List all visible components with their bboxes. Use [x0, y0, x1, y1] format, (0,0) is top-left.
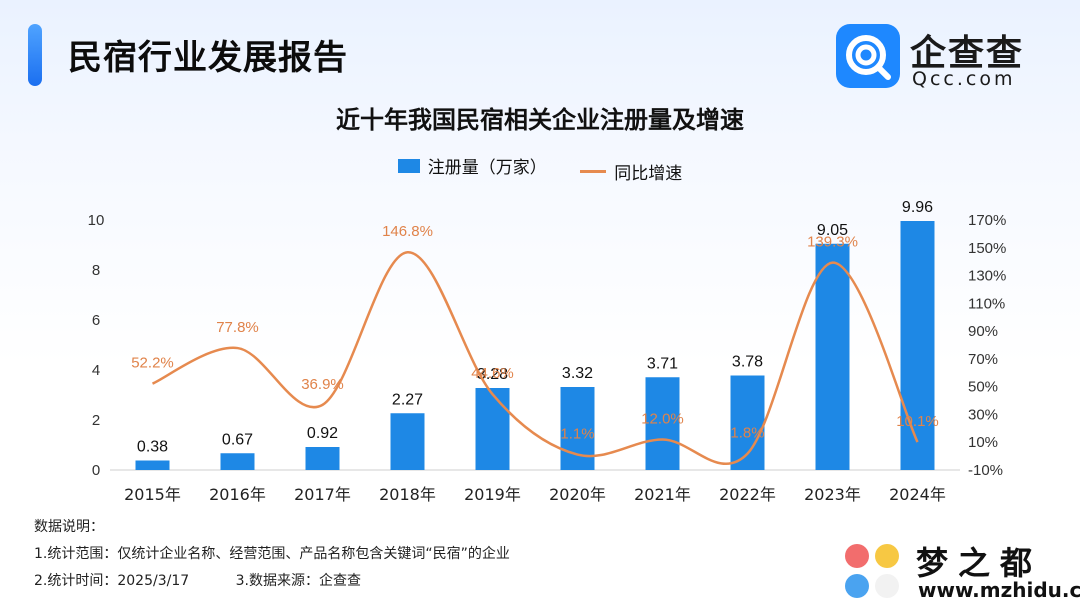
legend-line-swatch — [580, 169, 607, 173]
bar-value-label: 3.28 — [477, 366, 508, 383]
bar — [475, 388, 510, 470]
legend-item-registrations: 注册量（万家） — [397, 153, 547, 178]
y-left-tick-label: 0 — [92, 462, 100, 479]
x-tick-label: 2024年 — [889, 485, 946, 504]
y-right-tick-label: 150% — [968, 240, 1006, 257]
y-right-tick-label: 130% — [968, 268, 1006, 285]
watermark-logo-icon — [845, 544, 899, 598]
y-left-tick-label: 6 — [92, 312, 100, 329]
bar — [900, 221, 935, 470]
bar — [135, 460, 170, 470]
chart-title: 近十年我国民宿相关企业注册量及增速 — [336, 106, 744, 134]
qcc-logo-icon — [836, 24, 900, 88]
bar — [305, 447, 340, 470]
x-tick-label: 2016年 — [209, 485, 266, 504]
growth-value-label: 146.8% — [382, 223, 433, 240]
growth-value-label: 36.9% — [301, 376, 344, 393]
growth-value-label: 52.2% — [131, 355, 174, 372]
bar — [645, 377, 680, 470]
bar-value-label: 3.71 — [647, 355, 678, 372]
notes-heading: 数据说明： — [34, 519, 104, 535]
growth-value-label: 12.0% — [641, 410, 684, 427]
x-tick-label: 2017年 — [294, 485, 351, 504]
notes-line-2: 2.统计时间：2025/3/17 3.数据来源：企查查 — [34, 568, 510, 595]
x-tick-label: 2020年 — [549, 485, 606, 504]
bar-value-label: 0.67 — [222, 431, 253, 448]
logo-text-cn: 企查查 — [910, 33, 1025, 74]
data-notes: 数据说明： 1.统计范围：仅统计企业名称、经营范围、产品名称包含关键词“民宿”的… — [34, 514, 510, 595]
legend-item-growth: 同比增速 — [580, 159, 682, 184]
growth-value-label: 77.8% — [216, 319, 259, 336]
y-left-tick-label: 10 — [88, 212, 105, 229]
y-right-tick-label: 110% — [968, 295, 1005, 312]
y-right-tick-label: 50% — [968, 379, 998, 396]
x-tick-label: 2019年 — [464, 485, 521, 504]
bar-value-label: 0.38 — [137, 439, 168, 456]
x-tick-label: 2015年 — [124, 485, 181, 504]
growth-value-label: 10.1% — [896, 413, 939, 430]
growth-value-label: 44.6% — [471, 365, 514, 382]
legend-label-registrations: 注册量（万家） — [427, 158, 547, 178]
bar-value-label: 9.05 — [817, 222, 848, 239]
y-left-tick-label: 2 — [92, 412, 100, 429]
y-right-tick-label: 70% — [968, 351, 998, 368]
notes-line-1: 1.统计范围：仅统计企业名称、经营范围、产品名称包含关键词“民宿”的企业 — [34, 546, 510, 562]
y-right-tick-label: 90% — [968, 323, 998, 340]
legend-label-growth: 同比增速 — [614, 163, 683, 184]
growth-value-label: 1.8% — [730, 425, 764, 442]
site-watermark: 梦之都 www.mzhidu.com — [842, 538, 1080, 604]
bar-value-label: 3.78 — [732, 354, 763, 371]
y-left-tick-label: 4 — [92, 362, 100, 379]
title-accent-bar — [28, 24, 42, 86]
qcc-logo: 企查查 Qcc.com — [836, 24, 1046, 90]
y-right-tick-label: 170% — [968, 212, 1006, 229]
y-right-tick-label: -10% — [968, 462, 1003, 479]
bar — [220, 453, 255, 470]
logo-text-en: Qcc.com — [912, 68, 1016, 90]
growth-line — [151, 250, 919, 466]
bar — [390, 413, 425, 470]
x-tick-label: 2018年 — [379, 485, 436, 504]
x-tick-label: 2022年 — [719, 485, 776, 504]
watermark-text-cn: 梦之都 — [916, 544, 1043, 582]
watermark-url: www.mzhidu.com — [918, 578, 1080, 602]
notes-source: 3.数据来源：企查查 — [235, 573, 361, 589]
growth-value-label: 139.3% — [807, 234, 858, 251]
legend-bar-swatch — [397, 158, 420, 173]
bar-value-label: 3.32 — [562, 365, 593, 382]
bar-value-label: 0.92 — [307, 425, 338, 442]
bar-value-label: 2.27 — [392, 391, 423, 408]
bar-value-label: 9.96 — [902, 199, 933, 216]
notes-time: 2.统计时间：2025/3/17 — [34, 573, 190, 589]
bar — [815, 243, 850, 470]
page-title: 民宿行业发展报告 — [68, 38, 348, 78]
bar — [730, 375, 765, 470]
x-tick-label: 2023年 — [804, 485, 861, 504]
growth-value-label: 1.1% — [560, 426, 594, 443]
y-right-tick-label: 30% — [968, 406, 998, 423]
y-right-tick-label: 10% — [968, 434, 998, 451]
y-left-tick-label: 8 — [92, 262, 100, 279]
x-tick-label: 2021年 — [634, 485, 691, 504]
chart-legend: 注册量（万家） 同比增速 — [0, 153, 1080, 184]
